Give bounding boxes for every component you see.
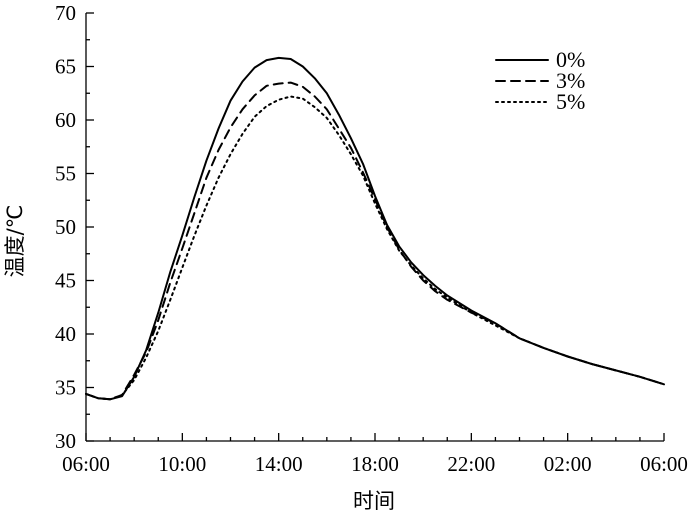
y-tick-label: 70 [55,1,76,25]
x-tick-label: 06:00 [640,452,688,476]
y-tick-label: 50 [55,215,76,239]
series-layer [85,56,665,401]
series-line-3 [85,95,665,401]
legend: 0%3%5% [495,47,585,114]
x-tick-label: 14:00 [255,452,303,476]
x-axis-label: 时间 [353,489,395,513]
series-line-2 [85,81,665,401]
x-tick-label: 06:00 [62,452,110,476]
y-tick-label: 30 [55,429,76,453]
y-tick-label: 35 [55,376,76,400]
x-tick-label: 22:00 [447,452,495,476]
legend-label-1: 0% [556,47,585,72]
legend-label-3: 5% [556,89,585,114]
x-tick-label: 10:00 [158,452,206,476]
y-tick-label: 65 [55,55,76,79]
y-axis-ticks: 30 35 40 45 50 55 60 65 70 [55,1,94,453]
x-tick-label: 18:00 [351,452,399,476]
x-tick-label: 02:00 [544,452,592,476]
y-tick-label: 55 [55,162,76,186]
y-tick-label: 40 [55,322,76,346]
y-tick-label: 60 [55,108,76,132]
x-axis-ticks: 06:00 10:00 14:00 18:00 22:00 02:00 06:00 [62,433,688,476]
legend-label-2: 3% [556,68,585,93]
y-axis-label: 温度/℃ [3,205,27,278]
y-tick-label: 45 [55,269,76,293]
